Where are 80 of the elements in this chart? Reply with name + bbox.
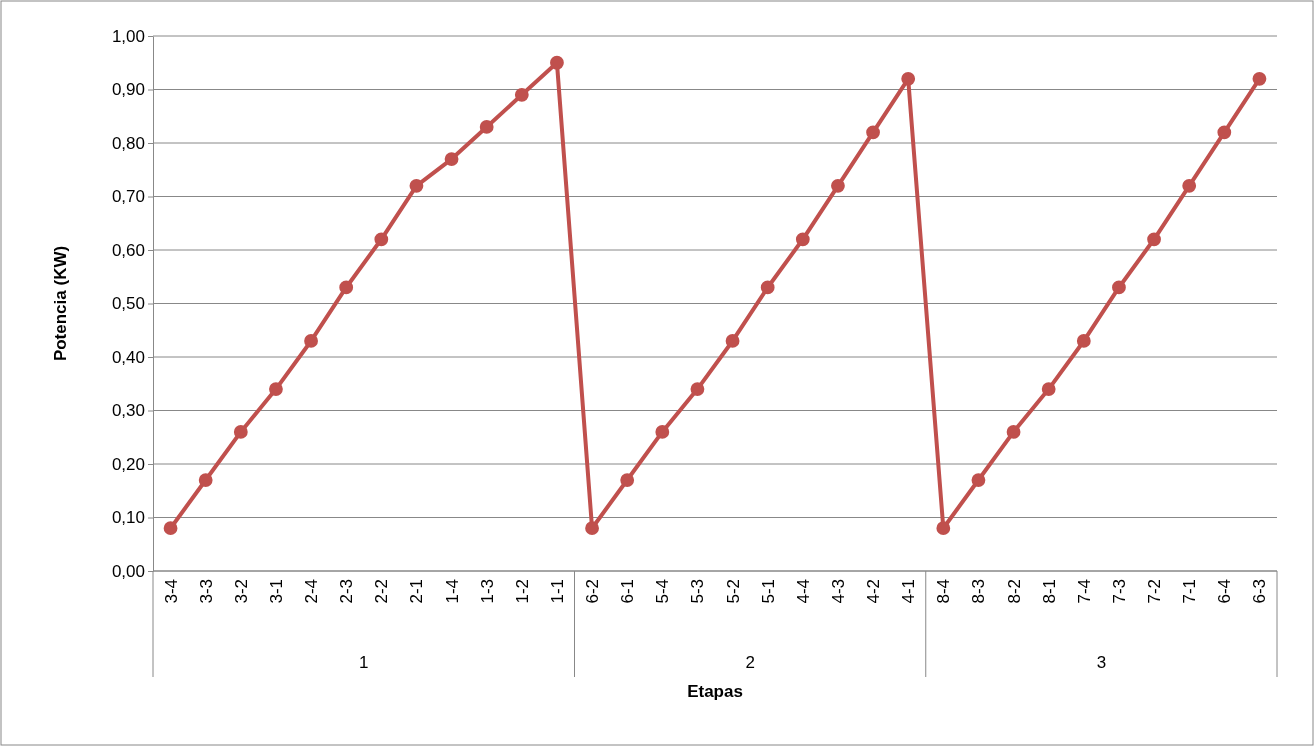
y-tick-label: 0,80 [111, 133, 145, 153]
x-tick-label: 2-1 [407, 579, 427, 604]
point [163, 521, 178, 536]
x-tick-label: 6-4 [1215, 579, 1235, 604]
point [725, 334, 740, 348]
x-tick-label: 7-1 [1180, 579, 1200, 604]
x-tick-label: 1-4 [442, 579, 462, 604]
y-tick-label: 0,00 [111, 561, 145, 581]
x-tick-label: 8-3 [969, 579, 989, 604]
x-tick-label: 6-1 [618, 579, 638, 604]
y-tick-label: 1,00 [111, 26, 145, 46]
point [339, 280, 354, 295]
y-tick-label: 0,70 [111, 187, 145, 207]
x-tick-label: 5-1 [758, 579, 778, 604]
x-tick-label: 5-2 [723, 579, 743, 604]
x-tick-label: 8-1 [1039, 579, 1059, 604]
x-tick-label: 1-1 [547, 579, 567, 604]
x-tick-label: 3-4 [161, 579, 181, 604]
point [690, 382, 705, 396]
x-axis-title: Etapas [687, 682, 743, 701]
point [1076, 334, 1091, 348]
x-tick-label: 2-2 [372, 579, 392, 604]
point [620, 473, 635, 487]
x-tick-label: 6-2 [583, 579, 603, 604]
x-tick-label: 1-2 [512, 579, 532, 604]
point [1252, 71, 1267, 86]
point [198, 473, 213, 487]
point [936, 521, 951, 536]
y-tick-label: 0,50 [111, 294, 145, 314]
text: 2 [745, 653, 755, 672]
y-tick-label: 0,60 [111, 240, 145, 260]
point [831, 178, 845, 193]
x-tick-label: 4-1 [899, 579, 919, 604]
x-tick-label: 3-2 [231, 579, 251, 604]
x-tick-label: 1-3 [477, 579, 497, 604]
x-tick-label: 7-4 [1074, 579, 1094, 604]
point [1041, 382, 1056, 396]
point [479, 120, 494, 134]
x-tick-label: 4-2 [864, 579, 884, 604]
point [866, 125, 880, 140]
point [1147, 232, 1161, 247]
point [550, 55, 564, 70]
x-tick-label: 5-3 [688, 579, 708, 604]
point [1006, 425, 1021, 439]
point [760, 280, 775, 295]
x-tick-label: 8-2 [1004, 579, 1024, 604]
point [444, 152, 459, 166]
y-tick-label: 0,10 [111, 508, 145, 528]
text: 3 [1096, 653, 1107, 672]
point [971, 473, 986, 487]
point [1112, 280, 1126, 295]
x-tick-label: 8-4 [934, 579, 954, 604]
point [655, 425, 670, 439]
point [304, 334, 318, 348]
y-tick-label: 0,90 [111, 80, 145, 100]
x-tick-label: 4-4 [793, 579, 813, 604]
y-tick-label: 0,20 [111, 454, 145, 474]
point [409, 178, 424, 193]
y-axis-title: Potencia (KW) [51, 245, 70, 362]
point [795, 232, 810, 247]
x-tick-label: 2-4 [302, 579, 322, 604]
y-tick-label: 0,40 [111, 347, 145, 367]
point [585, 521, 599, 536]
point [514, 87, 529, 102]
x-tick-label: 7-3 [1109, 579, 1129, 604]
x-tick-label: 4-3 [828, 579, 848, 604]
x-tick-label: 3-3 [196, 579, 216, 604]
point [1217, 125, 1232, 140]
x-tick-label: 3-1 [266, 579, 286, 604]
x-tick-label: 2-3 [337, 579, 357, 604]
x-tick-label: 7-2 [1145, 579, 1165, 604]
text: 1 [359, 653, 369, 672]
y-tick-label: 0,30 [111, 401, 145, 421]
point [233, 425, 248, 439]
point [374, 232, 389, 247]
point [269, 382, 283, 396]
x-tick-label: 5-4 [653, 579, 673, 604]
point [1182, 178, 1197, 193]
point [901, 71, 916, 86]
x-tick-label: 6-3 [1250, 579, 1270, 604]
